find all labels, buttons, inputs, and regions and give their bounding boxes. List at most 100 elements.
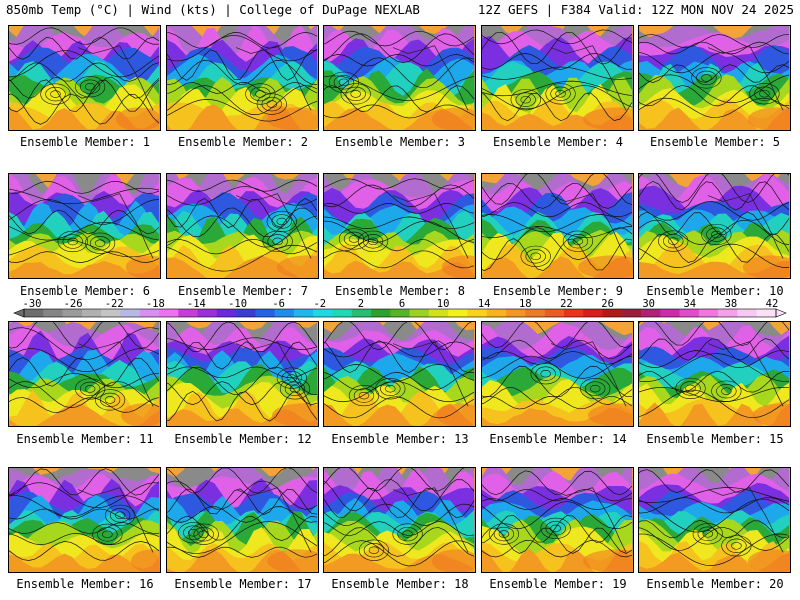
colorbar-tick-label: -26: [64, 298, 83, 310]
temperature-colorbar: -30 -26 -22 -18 -14 -10 -6 -2 2 6 10 14 18 22 26 30 34 38…: [13, 298, 787, 318]
colorbar-swatch: [101, 309, 121, 317]
ensemble-member-map: [481, 173, 634, 279]
colorbar-swatch: [583, 309, 603, 317]
colorbar-swatch: [467, 309, 488, 317]
colorbar-swatch: [120, 309, 140, 317]
ensemble-member-label: Ensemble Member: 18: [331, 577, 469, 591]
colorbar-swatch: [371, 309, 391, 317]
colorbar-swatch: [197, 309, 218, 317]
ensemble-member-map: [323, 321, 476, 427]
colorbar-swatch: [486, 309, 507, 317]
colorbar-swatch: [641, 309, 661, 317]
ensemble-member-label: Ensemble Member: 1: [19, 135, 151, 149]
ensemble-member-map: [323, 467, 476, 573]
colorbar-swatch: [428, 309, 449, 317]
colorbar-tick-label: -2: [313, 298, 326, 310]
ensemble-member-label: Ensemble Member: 3: [334, 135, 466, 149]
header-title: 850mb Temp (°C) | Wind (kts) | College o…: [6, 2, 420, 17]
colorbar-swatch: [293, 309, 314, 317]
ensemble-member-map: [323, 25, 476, 131]
colorbar-swatch: [332, 309, 353, 317]
colorbar-swatch: [660, 309, 680, 317]
colorbar-swatch: [563, 309, 584, 317]
ensemble-member-label: Ensemble Member: 2: [177, 135, 309, 149]
colorbar-swatch: [756, 309, 777, 317]
colorbar-outline: [23, 308, 777, 318]
colorbar-swatch: [216, 309, 237, 317]
colorbar-swatch: [62, 309, 83, 317]
ensemble-member-label: Ensemble Member: 13: [331, 432, 469, 446]
colorbar-tick-label: 2: [358, 298, 364, 310]
colorbar-tick-label: -18: [146, 298, 165, 310]
ensemble-member-label: Ensemble Member: 4: [492, 135, 624, 149]
ensemble-member-map: [166, 25, 319, 131]
colorbar-tick-label: 14: [478, 298, 491, 310]
ensemble-member-map: [638, 25, 791, 131]
ensemble-member-map: [166, 467, 319, 573]
colorbar-tick-label: 26: [601, 298, 614, 310]
ensemble-member-label: Ensemble Member: 15: [646, 432, 784, 446]
ensemble-member-label: Ensemble Member: 14: [489, 432, 627, 446]
ensemble-member-map: [8, 25, 161, 131]
colorbar-swatch: [544, 309, 565, 317]
ensemble-member-label: Ensemble Member: 20: [646, 577, 784, 591]
ensemble-member-map: [166, 173, 319, 279]
colorbar-tick-label: -6: [272, 298, 285, 310]
colorbar-swatch: [448, 309, 468, 317]
ensemble-member-label: Ensemble Member: 12: [174, 432, 312, 446]
colorbar-swatch: [43, 309, 63, 317]
colorbar-tick-label: 42: [766, 298, 779, 310]
header-run-info: 12Z GEFS | F384 Valid: 12Z MON NOV 24 20…: [477, 2, 794, 17]
colorbar-right-arrow: [775, 308, 787, 318]
colorbar-swatch: [409, 309, 430, 317]
ensemble-member-label: Ensemble Member: 7: [177, 284, 309, 298]
ensemble-member-label: Ensemble Member: 10: [646, 284, 784, 298]
colorbar-tick-label: 38: [725, 298, 738, 310]
ensemble-member-map: [8, 173, 161, 279]
ensemble-member-map: [8, 321, 161, 427]
ensemble-member-label: Ensemble Member: 17: [174, 577, 312, 591]
colorbar-tick-label: 10: [437, 298, 450, 310]
colorbar-tick-label: -30: [23, 298, 42, 310]
colorbar-swatch: [737, 309, 758, 317]
colorbar-swatch: [390, 309, 410, 317]
colorbar-swatch: [621, 309, 642, 317]
colorbar-tick-label: -10: [228, 298, 247, 310]
ensemble-member-map: [481, 321, 634, 427]
colorbar-swatch: [351, 309, 372, 317]
colorbar-swatch: [24, 309, 44, 317]
colorbar-tick-label: 30: [642, 298, 655, 310]
ensemble-member-map: [166, 321, 319, 427]
colorbar-swatch: [158, 309, 179, 317]
ensemble-member-map: [323, 173, 476, 279]
ensemble-member-label: Ensemble Member: 19: [489, 577, 627, 591]
colorbar-swatch: [274, 309, 295, 317]
colorbar-swatch: [81, 309, 102, 317]
colorbar-swatch: [255, 309, 275, 317]
colorbar-swatch: [139, 309, 160, 317]
colorbar-swatch: [679, 309, 700, 317]
colorbar-swatch: [602, 309, 623, 317]
ensemble-member-label: Ensemble Member: 6: [19, 284, 151, 298]
colorbar-tick-label: 18: [519, 298, 532, 310]
ensemble-member-map: [481, 467, 634, 573]
ensemble-member-label: Ensemble Member: 8: [334, 284, 466, 298]
colorbar-swatch: [178, 309, 198, 317]
ensemble-member-map: [638, 467, 791, 573]
ensemble-member-label: Ensemble Member: 16: [16, 577, 154, 591]
ensemble-member-map: [638, 173, 791, 279]
colorbar-swatch: [506, 309, 526, 317]
colorbar-tick-label: 6: [399, 298, 405, 310]
colorbar-tick-label: 34: [683, 298, 696, 310]
ensemble-member-label: Ensemble Member: 5: [649, 135, 781, 149]
ensemble-member-map: [638, 321, 791, 427]
colorbar-swatch: [718, 309, 738, 317]
colorbar-tick-label: -22: [105, 298, 124, 310]
ensemble-member-label: Ensemble Member: 9: [492, 284, 624, 298]
colorbar-swatch: [236, 309, 256, 317]
colorbar-swatch: [698, 309, 719, 317]
colorbar-swatch: [313, 309, 333, 317]
ensemble-member-map: [8, 467, 161, 573]
colorbar-tick-label: 22: [560, 298, 573, 310]
ensemble-member-map: [481, 25, 634, 131]
